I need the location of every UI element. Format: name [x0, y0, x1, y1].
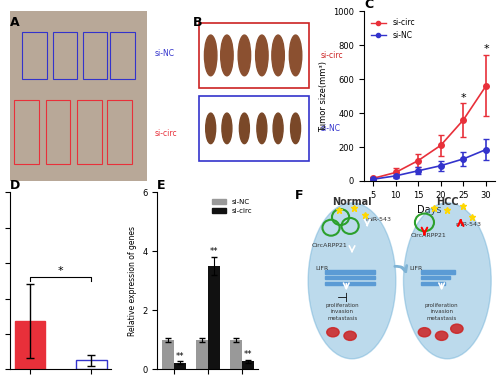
Ellipse shape	[238, 35, 250, 76]
Bar	[14, 100, 39, 164]
Ellipse shape	[272, 35, 284, 76]
Bar	[200, 96, 310, 161]
Text: **: **	[176, 351, 184, 360]
Ellipse shape	[273, 113, 283, 144]
Text: LIFR: LIFR	[409, 266, 422, 271]
Ellipse shape	[404, 203, 491, 359]
Text: miR-543: miR-543	[366, 217, 392, 222]
Bar	[174, 363, 186, 369]
Ellipse shape	[222, 113, 232, 144]
Ellipse shape	[344, 331, 356, 340]
Bar	[46, 100, 70, 164]
Ellipse shape	[204, 35, 217, 76]
Bar	[420, 270, 455, 274]
Text: si-circ: si-circ	[320, 51, 343, 60]
Bar	[326, 270, 375, 274]
Bar	[230, 340, 242, 369]
Text: si-NC: si-NC	[154, 49, 174, 58]
Bar	[326, 276, 375, 279]
Legend: si-circ, si-NC: si-circ, si-NC	[368, 15, 418, 43]
Text: proliferation
invasion
metastasis: proliferation invasion metastasis	[326, 303, 360, 321]
Text: CircARPP21: CircARPP21	[411, 233, 447, 238]
Text: E: E	[157, 179, 166, 192]
Text: miR-543: miR-543	[455, 222, 481, 227]
Ellipse shape	[290, 35, 302, 76]
Text: *: *	[58, 266, 64, 276]
Text: LIFR: LIFR	[316, 266, 329, 271]
Ellipse shape	[308, 203, 396, 359]
Bar	[78, 100, 102, 164]
Ellipse shape	[256, 35, 268, 76]
Text: proliferation
invasion
metastasis: proliferation invasion metastasis	[425, 303, 458, 321]
Bar	[420, 282, 446, 285]
Bar	[108, 100, 132, 164]
Bar	[83, 32, 108, 79]
Text: *: *	[483, 44, 489, 54]
Text: B: B	[193, 16, 202, 29]
Bar	[200, 23, 310, 87]
Text: **: **	[210, 247, 218, 256]
Ellipse shape	[240, 113, 250, 144]
Text: F: F	[295, 189, 304, 202]
Text: CircARPP21: CircARPP21	[312, 243, 348, 248]
Bar	[14, 321, 46, 369]
Bar	[162, 340, 173, 369]
Text: *: *	[460, 93, 466, 103]
Ellipse shape	[450, 324, 463, 333]
Bar	[242, 361, 254, 369]
Y-axis label: Tumor size(mm³): Tumor size(mm³)	[318, 61, 328, 132]
Ellipse shape	[418, 328, 430, 337]
Bar	[110, 32, 135, 79]
X-axis label: Days: Days	[417, 205, 442, 215]
Bar	[208, 266, 220, 369]
Legend: si-NC, si-circ: si-NC, si-circ	[210, 196, 255, 217]
Ellipse shape	[257, 113, 267, 144]
Bar	[420, 276, 450, 279]
Text: si-circ: si-circ	[154, 129, 177, 138]
Bar	[52, 32, 78, 79]
Text: HCC: HCC	[436, 197, 458, 207]
Bar	[22, 32, 47, 79]
Bar	[196, 340, 208, 369]
Y-axis label: Relative expression of genes: Relative expression of genes	[128, 226, 136, 336]
Ellipse shape	[290, 113, 300, 144]
Ellipse shape	[206, 113, 216, 144]
Text: ⊣: ⊣	[337, 292, 348, 305]
Bar	[76, 360, 106, 369]
Bar	[326, 282, 375, 285]
Text: C: C	[364, 0, 373, 11]
Text: si-NC: si-NC	[320, 124, 340, 133]
Ellipse shape	[220, 35, 233, 76]
Ellipse shape	[326, 328, 339, 337]
Text: **: **	[244, 350, 252, 359]
Ellipse shape	[436, 331, 448, 340]
Text: A: A	[10, 16, 20, 29]
Text: Normal: Normal	[332, 197, 372, 207]
Text: D: D	[10, 179, 20, 192]
